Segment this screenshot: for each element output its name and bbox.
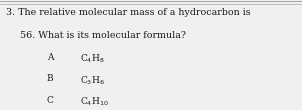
Text: B: B [47,74,53,83]
Text: C$_4$H$_{10}$: C$_4$H$_{10}$ [80,96,109,108]
Text: 56. What is its molecular formula?: 56. What is its molecular formula? [20,31,186,40]
Text: A: A [47,53,53,62]
Text: C: C [47,96,54,105]
Text: C$_3$H$_6$: C$_3$H$_6$ [80,74,105,87]
Text: C$_4$H$_8$: C$_4$H$_8$ [80,53,105,65]
Text: 3. The relative molecular mass of a hydrocarbon is: 3. The relative molecular mass of a hydr… [6,8,251,17]
